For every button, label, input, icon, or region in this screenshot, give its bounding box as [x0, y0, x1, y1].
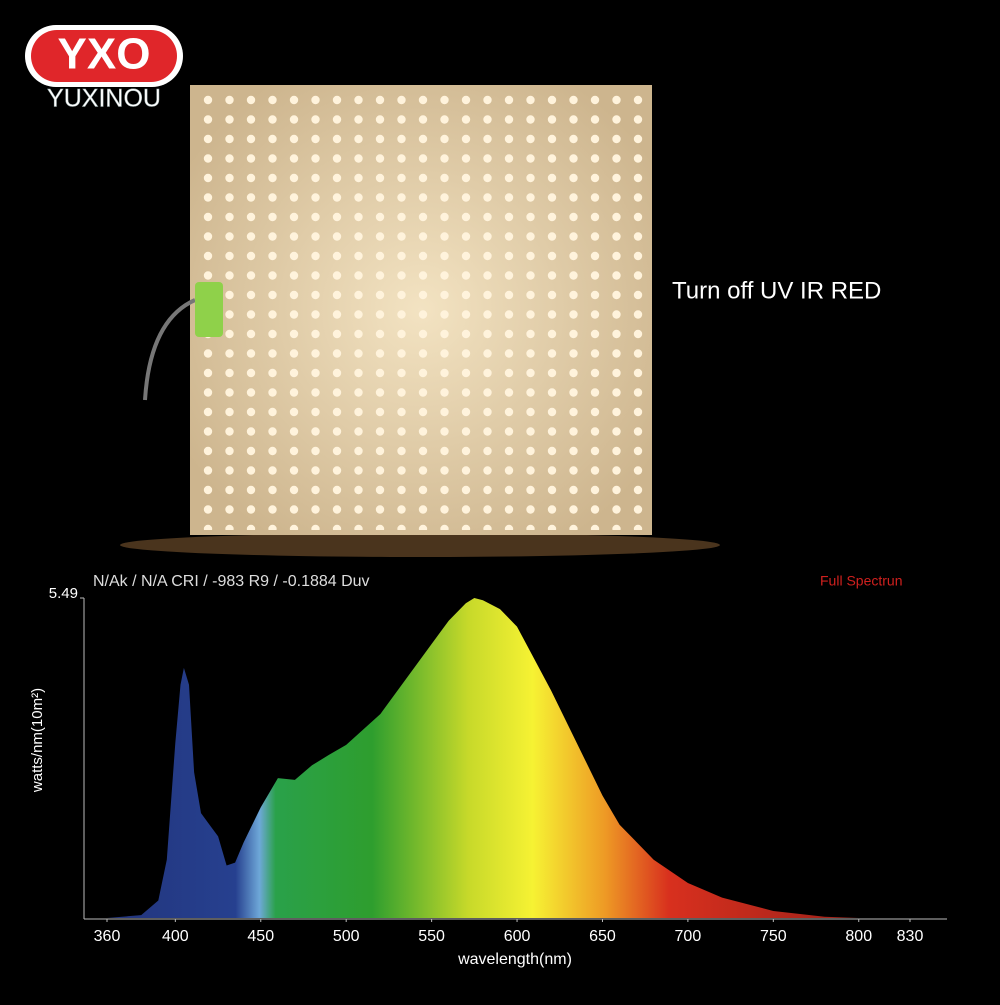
chart-title: N/Ak / N/A CRI / -983 R9 / -0.1884 Duv — [93, 573, 370, 590]
logo-badge-inner — [31, 30, 177, 82]
x-tick-label: 700 — [675, 928, 702, 945]
y-axis-label: watts/nm(10m²) — [29, 688, 46, 793]
x-tick-label: 550 — [418, 928, 445, 945]
x-tick-label: 500 — [333, 928, 360, 945]
x-tick-label: 400 — [162, 928, 189, 945]
driver-box — [195, 282, 223, 337]
x-axis-label: wavelength(nm) — [457, 951, 572, 968]
x-tick-label: 600 — [504, 928, 531, 945]
logo-mark: YXO — [58, 30, 151, 79]
x-tick-label: 800 — [845, 928, 872, 945]
cable — [143, 298, 196, 401]
x-tick-label: 750 — [760, 928, 787, 945]
legend-label: Full Spectrun — [820, 573, 902, 589]
x-tick-label: 830 — [897, 928, 924, 945]
x-tick-label: 450 — [247, 928, 274, 945]
y-tick-label: 5.49 — [49, 585, 78, 602]
x-tick-label: 650 — [589, 928, 616, 945]
spectrum-area — [107, 598, 910, 918]
logo-brand: YUXINOU — [47, 85, 161, 113]
led-array — [198, 92, 644, 530]
caption: Turn off UV IR RED — [672, 277, 881, 304]
x-tick-label: 360 — [94, 928, 121, 945]
panel-glow — [120, 533, 720, 557]
